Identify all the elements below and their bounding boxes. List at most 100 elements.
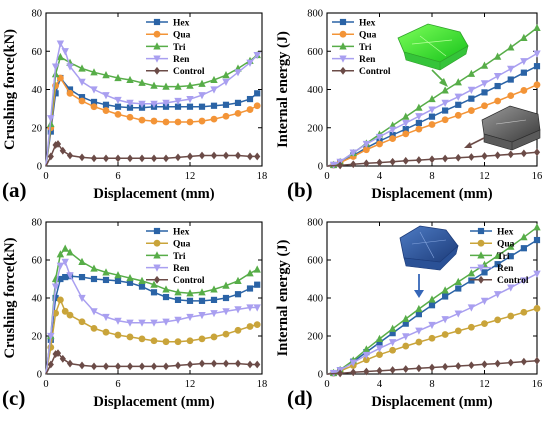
data-point — [246, 95, 254, 103]
legend-label: Hex — [173, 227, 190, 237]
data-point — [174, 296, 182, 303]
data-point — [62, 274, 69, 281]
data-point — [389, 135, 397, 143]
legend-label: Tri — [173, 252, 186, 262]
data-point — [61, 258, 69, 266]
data-point — [428, 106, 436, 114]
data-point — [389, 346, 397, 354]
series-hex — [45, 273, 261, 375]
data-point — [150, 289, 158, 296]
y-axis-title: Internal energy (J) — [275, 239, 291, 356]
series-control — [326, 148, 541, 170]
data-point — [507, 150, 514, 159]
legend-label: Hex — [359, 18, 376, 28]
data-point — [493, 52, 502, 60]
legend-label: Control — [359, 67, 391, 77]
legend-item: Ren — [470, 264, 514, 274]
x-tick-label: 12 — [185, 379, 196, 390]
data-point — [138, 362, 146, 371]
legend-item: Ren — [146, 264, 190, 274]
data-point — [210, 86, 218, 94]
y-tick-label: 0 — [37, 162, 42, 173]
legend-item: Ren — [332, 55, 376, 65]
legend-swatch-marker — [153, 275, 161, 284]
data-point — [481, 89, 488, 96]
data-point — [349, 149, 357, 157]
data-point — [186, 95, 194, 104]
data-point — [246, 360, 254, 369]
legend-label: Ren — [359, 55, 376, 65]
data-point — [533, 63, 541, 70]
data-point — [114, 103, 122, 110]
data-point — [90, 362, 98, 371]
data-point — [90, 98, 98, 106]
data-point — [480, 297, 489, 305]
data-point — [102, 107, 110, 114]
data-point — [234, 69, 242, 77]
data-point — [90, 275, 98, 283]
data-point — [150, 362, 158, 371]
data-point — [114, 331, 122, 339]
data-point — [402, 125, 409, 133]
data-point — [246, 106, 254, 113]
data-point — [56, 250, 65, 258]
data-point — [102, 362, 110, 371]
data-point — [480, 61, 489, 69]
data-point — [428, 363, 436, 372]
legend-swatch-marker — [477, 264, 485, 272]
data-point — [402, 333, 410, 341]
legend-swatch-marker — [477, 251, 485, 259]
data-point — [47, 115, 55, 123]
gray-structure-arrowhead — [464, 142, 472, 148]
data-point — [51, 283, 60, 291]
data-point — [389, 157, 396, 166]
data-point — [66, 311, 74, 319]
data-point — [254, 90, 261, 97]
panel-label: (a) — [2, 178, 27, 202]
data-point — [467, 107, 475, 114]
legend-item: Tri — [146, 42, 186, 53]
data-point — [210, 310, 218, 318]
data-point — [52, 294, 59, 302]
data-point — [246, 304, 254, 312]
legend-swatch-marker — [153, 42, 161, 50]
data-point — [186, 81, 194, 89]
legend-label: Ren — [173, 264, 190, 274]
data-point — [533, 223, 541, 231]
data-point — [162, 318, 170, 326]
data-point — [442, 154, 449, 163]
x-tick-label: 16 — [532, 171, 543, 182]
data-point — [198, 103, 206, 110]
data-point — [138, 283, 146, 290]
data-point — [174, 103, 182, 110]
data-point — [363, 159, 370, 168]
data-point — [150, 117, 158, 125]
legend-item: Tri — [146, 251, 186, 262]
y-tick-label: 0 — [37, 370, 42, 381]
data-point — [246, 152, 254, 161]
data-point — [428, 155, 436, 164]
data-point — [78, 274, 86, 281]
legend-label: Tri — [173, 43, 186, 53]
data-point — [520, 308, 528, 316]
data-point — [102, 328, 110, 336]
x-tick-label: 0 — [43, 379, 48, 390]
data-point — [442, 293, 449, 300]
data-point — [102, 71, 110, 79]
data-point — [186, 337, 194, 345]
y-tick-label: 20 — [32, 332, 43, 343]
data-point — [428, 321, 436, 330]
legend-label: Hex — [173, 18, 190, 28]
data-point — [114, 154, 122, 163]
data-point — [222, 112, 230, 120]
legend-item: Qua — [332, 31, 377, 41]
data-point — [56, 262, 65, 270]
data-point — [441, 316, 449, 324]
data-point — [520, 233, 528, 241]
x-tick-label: 0 — [43, 171, 48, 182]
legend-item: Qua — [146, 240, 191, 250]
y-tick-label: 600 — [307, 47, 323, 58]
data-point — [90, 86, 98, 94]
series-ren — [326, 50, 541, 169]
panel-label: (c) — [2, 386, 25, 410]
